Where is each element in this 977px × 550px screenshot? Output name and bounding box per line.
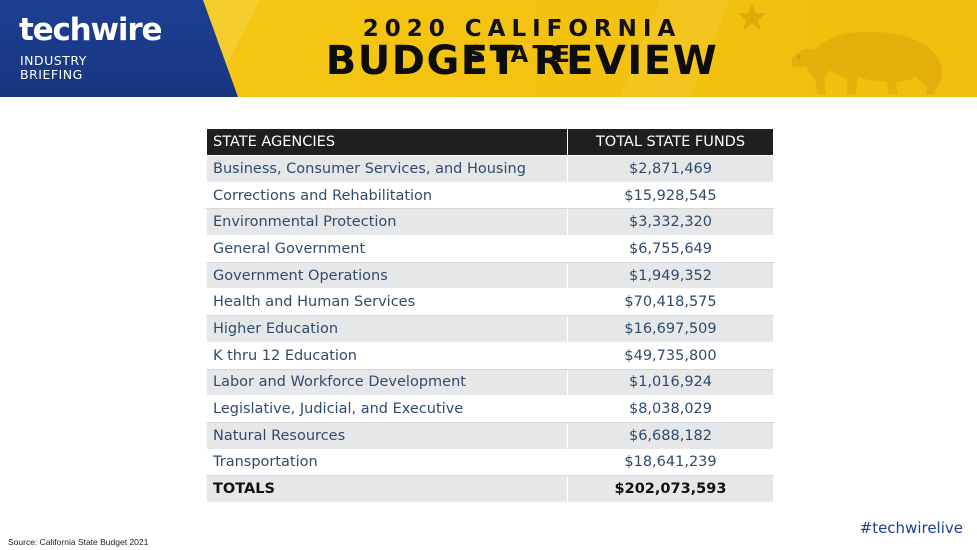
- agency-cell: Health and Human Services: [206, 288, 568, 317]
- agency-cell: Corrections and Rehabilitation: [206, 181, 568, 210]
- table-row: General Government $6,755,649: [206, 235, 774, 263]
- california-bear-icon: [791, 31, 943, 94]
- funds-cell: $3,332,320: [567, 208, 774, 237]
- totals-label: TOTALS: [206, 475, 568, 503]
- techwire-logo: techwire INDUSTRY BRIEFING: [0, 0, 238, 97]
- funds-cell: $1,949,352: [567, 261, 774, 290]
- banner-title-line2: BUDGET REVIEW: [325, 38, 719, 84]
- table-row: Natural Resources $6,688,182: [206, 421, 774, 450]
- agency-cell: Natural Resources: [206, 421, 568, 450]
- agency-cell: Government Operations: [206, 261, 568, 290]
- agency-cell: K thru 12 Education: [206, 341, 568, 370]
- table-row: Higher Education $16,697,509: [206, 315, 774, 343]
- table-row: K thru 12 Education $49,735,800: [206, 341, 774, 370]
- funds-cell: $49,735,800: [567, 341, 774, 370]
- funds-cell: $6,755,649: [567, 235, 774, 263]
- table-row: Health and Human Services $70,418,575: [206, 288, 774, 317]
- funds-cell: $2,871,469: [567, 155, 774, 183]
- logo-subtitle-line1: INDUSTRY: [20, 53, 87, 68]
- logo-subtitle-line2: BRIEFING: [20, 67, 83, 82]
- totals-value: $202,073,593: [567, 475, 774, 503]
- funds-cell: $18,641,239: [567, 448, 774, 477]
- funds-cell: $8,038,029: [567, 395, 774, 423]
- table-header-row: STATE AGENCIES TOTAL STATE FUNDS: [206, 128, 774, 156]
- agency-cell: Labor and Workforce Development: [206, 368, 568, 397]
- funds-cell: $1,016,924: [567, 368, 774, 397]
- header-banner: techwire INDUSTRY BRIEFING 2020 CALIFORN…: [0, 0, 977, 97]
- column-header-funds: TOTAL STATE FUNDS: [567, 128, 774, 156]
- agency-cell: Legislative, Judicial, and Executive: [206, 395, 568, 423]
- column-header-agencies: STATE AGENCIES: [206, 128, 568, 156]
- totals-row: TOTALS $202,073,593: [206, 475, 774, 503]
- table-row: Government Operations $1,949,352: [206, 261, 774, 290]
- star-icon: [737, 3, 767, 31]
- hashtag-label: #techwirelive: [859, 519, 963, 537]
- table-row: Labor and Workforce Development $1,016,9…: [206, 368, 774, 397]
- table-row: Transportation $18,641,239: [206, 448, 774, 477]
- table-row: Business, Consumer Services, and Housing…: [206, 155, 774, 183]
- table-row: Corrections and Rehabilitation $15,928,5…: [206, 181, 774, 210]
- table-row: Environmental Protection $3,332,320: [206, 208, 774, 237]
- agency-cell: Environmental Protection: [206, 208, 568, 237]
- banner-title-line1: 2020 CALIFORNIA STATE: [362, 16, 682, 68]
- funds-cell: $6,688,182: [567, 421, 774, 450]
- funds-cell: $15,928,545: [567, 181, 774, 210]
- logo-subtitle: INDUSTRY BRIEFING: [20, 54, 87, 82]
- budget-table: STATE AGENCIES TOTAL STATE FUNDS Busines…: [206, 128, 774, 503]
- agency-cell: Transportation: [206, 448, 568, 477]
- table-row: Legislative, Judicial, and Executive $8,…: [206, 395, 774, 423]
- agency-cell: Higher Education: [206, 315, 568, 343]
- agency-cell: General Government: [206, 235, 568, 263]
- funds-cell: $70,418,575: [567, 288, 774, 317]
- funds-cell: $16,697,509: [567, 315, 774, 343]
- logo-wordmark: techwire: [19, 12, 162, 48]
- source-note: Source: California State Budget 2021: [8, 537, 149, 547]
- agency-cell: Business, Consumer Services, and Housing: [206, 155, 568, 183]
